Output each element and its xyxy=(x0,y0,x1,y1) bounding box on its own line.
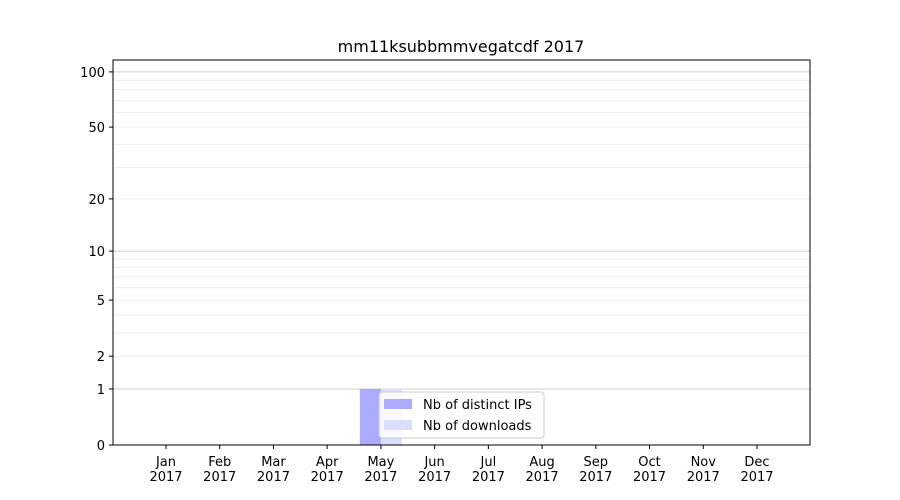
bar-distinct-ips xyxy=(359,388,381,445)
legend-swatch-ips xyxy=(384,399,412,409)
y-tick-label: 100 xyxy=(80,66,105,81)
legend-label-ips: Nb of distinct IPs xyxy=(423,398,532,413)
chart-title: mm11ksubbmmvegatcdf 2017 xyxy=(338,37,585,56)
x-tick-label: Mar 2017 xyxy=(257,455,290,485)
y-tick-label: 5 xyxy=(97,294,105,309)
x-tick-label: Dec 2017 xyxy=(740,455,773,485)
x-tick-label: Nov 2017 xyxy=(687,455,720,485)
y-tick-label: 20 xyxy=(88,193,105,208)
y-tick-label: 10 xyxy=(88,245,105,260)
y-tick-label: 50 xyxy=(88,121,105,136)
x-tick-label: May 2017 xyxy=(364,455,397,485)
x-tick-label: Jul 2017 xyxy=(472,455,505,485)
y-axis: 0 1 2 5 10 20 50 100 xyxy=(80,66,113,454)
legend-swatch-downloads xyxy=(384,420,412,430)
legend-label-downloads: Nb of downloads xyxy=(423,419,532,434)
y-tick-label: 2 xyxy=(97,350,105,365)
x-tick-label: Sep 2017 xyxy=(579,455,612,485)
x-tick-label: Jan 2017 xyxy=(149,455,182,485)
y-tick-label: 0 xyxy=(97,439,105,454)
x-tick-label: Feb 2017 xyxy=(203,455,236,485)
x-axis: Jan 2017 Feb 2017 Mar 2017 Apr 2017 May 2017 Jun 20… xyxy=(149,445,774,485)
x-tick-label: Apr 2017 xyxy=(311,455,344,485)
plot-frame xyxy=(112,59,811,446)
legend: Nb of distinct IPs Nb of downloads xyxy=(378,391,545,439)
y-tick-label: 1 xyxy=(97,383,105,398)
x-tick-label: Oct 2017 xyxy=(633,455,666,485)
x-tick-label: Jun 2017 xyxy=(418,455,451,485)
grid xyxy=(113,71,810,390)
x-tick-label: Aug 2017 xyxy=(526,455,559,485)
